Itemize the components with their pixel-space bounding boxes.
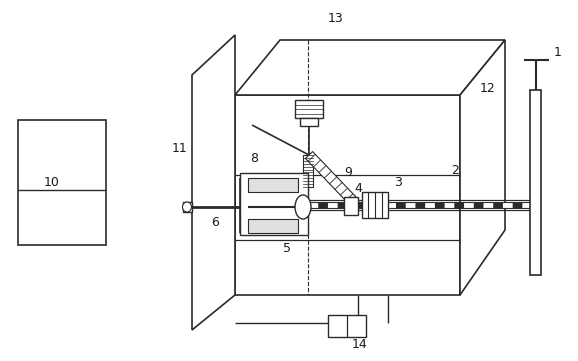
Bar	[328, 315, 366, 337]
Text: 10: 10	[44, 175, 60, 188]
Ellipse shape	[295, 195, 311, 219]
Text: 12: 12	[480, 82, 496, 95]
Polygon shape	[305, 152, 355, 204]
Text: 14: 14	[352, 339, 368, 352]
Text: 4: 4	[354, 182, 362, 195]
Text: 6: 6	[211, 216, 219, 229]
Text: 5: 5	[283, 242, 291, 255]
Polygon shape	[235, 40, 505, 95]
Bar	[248, 178, 298, 192]
Bar	[303, 155, 313, 187]
Polygon shape	[192, 35, 235, 330]
Polygon shape	[235, 95, 460, 295]
Bar	[183, 202, 192, 212]
Bar	[300, 118, 318, 126]
Bar	[18, 120, 106, 245]
Bar	[362, 192, 388, 218]
Bar	[344, 197, 358, 215]
Bar	[240, 173, 308, 235]
Ellipse shape	[183, 202, 191, 212]
Text: 8: 8	[250, 152, 258, 165]
Bar	[530, 90, 541, 275]
Text: 7: 7	[312, 104, 320, 117]
Text: 13: 13	[328, 12, 344, 25]
Text: 3: 3	[394, 177, 402, 190]
Text: 2: 2	[451, 164, 459, 177]
Text: 1: 1	[554, 45, 562, 58]
Bar	[295, 100, 323, 118]
Polygon shape	[460, 40, 505, 295]
Text: 11: 11	[172, 142, 188, 155]
Bar	[248, 219, 298, 233]
Text: 9: 9	[344, 165, 352, 178]
